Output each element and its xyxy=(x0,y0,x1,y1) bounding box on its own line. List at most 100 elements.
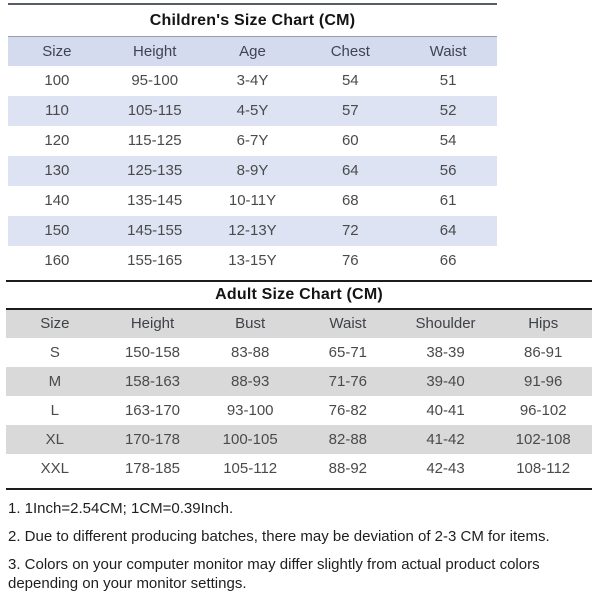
children-chart-title: Children's Size Chart (CM) xyxy=(149,12,356,29)
header-cell: Shoulder xyxy=(415,315,476,332)
table-cell: 52 xyxy=(439,102,457,119)
table-cell: 100-105 xyxy=(222,431,278,448)
table-row: M 158-163 88-93 71-76 39-40 91-96 xyxy=(6,367,592,396)
table-cell: 57 xyxy=(341,102,359,119)
table-cell: 88-93 xyxy=(230,373,270,390)
adult-top-rule xyxy=(6,280,592,282)
table-cell: M xyxy=(48,373,62,390)
table-row: 160 155-165 13-15Y 76 66 xyxy=(8,246,497,276)
table-cell: 66 xyxy=(439,252,457,269)
table-row: 100 95-100 3-4Y 54 51 xyxy=(8,66,497,96)
table-cell: 64 xyxy=(439,222,457,239)
table-cell: 86-91 xyxy=(524,344,563,361)
header-cell: Size xyxy=(42,43,72,60)
table-cell: 140 xyxy=(44,192,70,209)
table-row: 130 125-135 8-9Y 64 56 xyxy=(8,156,497,186)
table-row: XXL 178-185 105-112 88-92 42-43 108-112 xyxy=(6,454,592,483)
table-cell: 39-40 xyxy=(426,373,465,390)
table-cell: 68 xyxy=(341,192,359,209)
table-row: 140 135-145 10-11Y 68 61 xyxy=(8,186,497,216)
header-cell: Bust xyxy=(235,315,266,332)
table-cell: 72 xyxy=(341,222,359,239)
table-cell: 13-15Y xyxy=(228,252,277,269)
header-cell: Waist xyxy=(329,315,367,332)
header-cell: Height xyxy=(133,43,177,60)
table-cell: 8-9Y xyxy=(236,162,269,179)
table-row: 110 105-115 4-5Y 57 52 xyxy=(8,96,497,126)
table-cell: 105-115 xyxy=(127,102,182,119)
table-cell: 163-170 xyxy=(124,402,181,419)
table-cell: 135-145 xyxy=(127,192,183,209)
table-row: 150 145-155 12-13Y 72 64 xyxy=(8,216,497,246)
table-row: 120 115-125 6-7Y 60 54 xyxy=(8,126,497,156)
table-cell: 60 xyxy=(341,132,359,149)
header-cell: Chest xyxy=(330,43,370,60)
adult-size-chart: Adult Size Chart (CM) Size Height Bust Wais… xyxy=(6,280,592,483)
children-table-body: 100 95-100 3-4Y 54 51 110 105-115 4-5Y 57 52 120 11… xyxy=(8,66,497,276)
table-cell: 76 xyxy=(341,252,359,269)
children-title-rule xyxy=(8,36,497,37)
note-deviation: 2. Due to different producing batches, t… xyxy=(8,528,550,545)
table-row: XL 170-178 100-105 82-88 41-42 102-108 xyxy=(6,425,592,454)
table-cell: 96-102 xyxy=(519,402,567,419)
table-cell: 56 xyxy=(439,162,457,179)
adult-title-rule xyxy=(6,308,592,310)
table-cell: 91-96 xyxy=(524,373,563,390)
table-row: S 150-158 83-88 65-71 38-39 86-91 xyxy=(6,338,592,367)
table-cell: 64 xyxy=(341,162,359,179)
children-top-rule xyxy=(8,3,497,5)
notes-top-rule xyxy=(6,488,592,490)
children-size-chart: Children's Size Chart (CM) Size Height Age… xyxy=(8,3,497,276)
note-monitor-colors: 3. Colors on your computer monitor may d… xyxy=(8,556,540,592)
header-cell: Age xyxy=(239,43,266,60)
table-cell: L xyxy=(50,402,59,419)
table-cell: 88-92 xyxy=(328,460,368,477)
table-cell: XXL xyxy=(40,460,70,477)
adult-chart-title: Adult Size Chart (CM) xyxy=(215,286,383,303)
table-cell: 178-185 xyxy=(124,460,181,477)
table-cell: 130 xyxy=(44,162,70,179)
notes-section: 1. 1Inch=2.54CM; 1CM=0.39Inch. 2. Due to… xyxy=(8,499,568,593)
table-cell: 54 xyxy=(341,72,359,89)
table-cell: 38-39 xyxy=(426,344,465,361)
table-cell: 105-112 xyxy=(223,460,278,477)
header-cell: Hips xyxy=(528,315,559,332)
table-cell: 71-76 xyxy=(328,373,368,390)
table-cell: XL xyxy=(45,431,65,448)
table-cell: 41-42 xyxy=(426,431,465,448)
table-cell: 10-11Y xyxy=(228,192,277,209)
table-cell: 93-100 xyxy=(226,402,274,419)
table-cell: 54 xyxy=(439,132,457,149)
table-cell: 76-82 xyxy=(328,402,368,419)
table-cell: 120 xyxy=(44,132,70,149)
table-cell: 125-135 xyxy=(127,162,183,179)
table-cell: 155-165 xyxy=(127,252,183,269)
children-table-header: Size Height Age Chest Waist xyxy=(8,37,497,66)
header-cell: Size xyxy=(40,315,70,332)
header-cell: Height xyxy=(130,315,175,332)
table-cell: 160 xyxy=(44,252,70,269)
table-cell: 40-41 xyxy=(426,402,465,419)
table-cell: 170-178 xyxy=(124,431,181,448)
table-cell: 4-5Y xyxy=(236,102,269,119)
table-cell: 82-88 xyxy=(328,431,368,448)
adult-table-header: Size Height Bust Waist Shoulder Hips xyxy=(6,310,592,338)
table-cell: S xyxy=(49,344,60,361)
adult-table-body: S 150-158 83-88 65-71 38-39 86-91 M 158-163 88-9… xyxy=(6,338,592,483)
header-cell: Waist xyxy=(429,43,467,60)
size-chart-page: Children's Size Chart (CM) Size Height Age… xyxy=(0,3,600,593)
table-cell: 150 xyxy=(44,222,70,239)
table-cell: 42-43 xyxy=(426,460,465,477)
table-cell: 110 xyxy=(44,102,69,119)
table-cell: 100 xyxy=(44,72,70,89)
table-cell: 108-112 xyxy=(516,460,571,477)
table-cell: 3-4Y xyxy=(236,72,269,89)
table-cell: 51 xyxy=(439,72,457,89)
table-cell: 61 xyxy=(439,192,457,209)
table-cell: 158-163 xyxy=(124,373,181,390)
table-cell: 95-100 xyxy=(131,72,179,89)
table-cell: 102-108 xyxy=(515,431,571,448)
table-cell: 115-125 xyxy=(127,132,182,149)
table-cell: 83-88 xyxy=(230,344,270,361)
table-cell: 12-13Y xyxy=(228,222,277,239)
